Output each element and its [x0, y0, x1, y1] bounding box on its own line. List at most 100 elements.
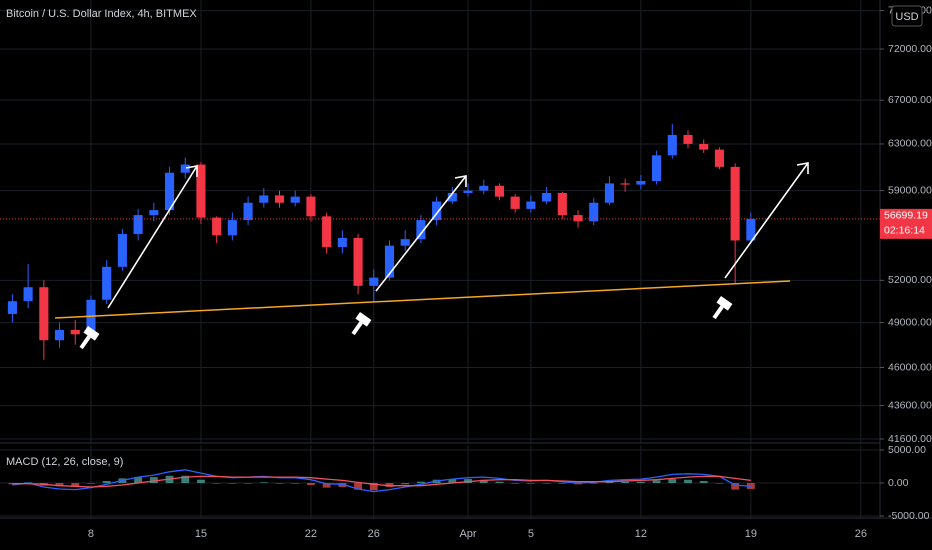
arrows: [107, 162, 809, 309]
macd-histogram-bar: [731, 483, 740, 490]
candle-body: [620, 183, 630, 185]
chart-title: Bitcoin / U.S. Dollar Index, 4h, BITMEX: [6, 8, 197, 20]
trend-line: [54, 280, 791, 319]
candle-body: [447, 192, 457, 202]
candle-body: [636, 181, 646, 185]
candle-body: [746, 218, 756, 241]
macd-line: [12, 475, 751, 488]
marks: [0, 123, 880, 493]
macd-histogram-bar: [416, 481, 425, 484]
candle-body: [7, 301, 17, 314]
candle-body: [526, 201, 536, 209]
candle-body: [133, 215, 143, 235]
candle-body: [290, 196, 300, 203]
macd-histogram-bar: [652, 480, 661, 484]
candle-body: [699, 143, 709, 150]
candle-body: [86, 299, 96, 335]
macd-histogram-bar: [589, 483, 598, 484]
x-tick-label: Apr: [459, 528, 476, 540]
candle-body: [196, 164, 206, 218]
y-tick-label: 63000.00: [888, 138, 932, 150]
candle-body: [353, 237, 363, 286]
macd-histogram-bar: [684, 479, 692, 484]
macd-histogram-bar: [558, 483, 567, 484]
macd-histogram-bar: [197, 479, 205, 484]
macd-histogram-bar: [275, 483, 284, 484]
macd-histogram-bar: [464, 479, 472, 484]
candle-body: [400, 239, 410, 246]
macd-histogram-bar: [87, 483, 95, 484]
y-tick-label: 59000.00: [888, 184, 932, 196]
macd-histogram-bar: [605, 481, 614, 484]
last-price-label: 56699.19: [884, 210, 928, 222]
price-tags: 56699.19 02:16:14: [880, 208, 932, 239]
y-tick-label: 52000.00: [888, 274, 932, 286]
x-tick-label: 19: [745, 528, 757, 540]
candle-body: [432, 201, 442, 221]
candle-body: [306, 196, 316, 217]
candle-body: [54, 329, 65, 341]
candle-body: [322, 216, 332, 247]
macd-line: [12, 469, 751, 493]
candle-body: [274, 195, 285, 203]
candle-body: [337, 237, 347, 247]
macd-histogram-bar: [574, 483, 582, 485]
macd-histogram-bar: [354, 483, 362, 490]
candle-body: [604, 183, 615, 203]
y-tick-label: 0.00: [888, 477, 909, 489]
candle-body: [494, 185, 505, 197]
candle-body: [589, 202, 599, 222]
y-tick-label: 46000.00: [888, 361, 932, 373]
x-tick-label: 5: [528, 528, 534, 540]
currency-label: USD: [895, 11, 918, 23]
candle-body: [180, 164, 190, 173]
macd-histogram-bar: [244, 483, 253, 484]
x-tick-label: 26: [855, 528, 867, 540]
macd-histogram-bar: [495, 481, 504, 484]
macd-histogram-bar: [668, 479, 677, 484]
macd-histogram-bar: [448, 479, 457, 484]
macd-histogram-bar: [259, 482, 268, 484]
macd-histogram-bar: [149, 477, 158, 484]
macd-histogram-bar: [322, 483, 331, 488]
hammer-icons: [79, 296, 733, 350]
macd-histogram-bar: [228, 483, 237, 484]
macd-histogram-bar: [526, 483, 535, 484]
candle-body: [416, 220, 426, 240]
macd-histogram-bar: [479, 479, 488, 484]
macd-histogram-bar: [401, 483, 410, 485]
macd-histogram-bar: [71, 483, 80, 487]
candle-body: [463, 190, 473, 193]
y-tick-label: 49000.00: [888, 316, 932, 328]
candle-body: [23, 287, 33, 302]
macd-title: MACD (12, 26, close, 9): [6, 456, 123, 468]
x-tick-label: 15: [195, 528, 207, 540]
macd-histogram-bar: [369, 483, 378, 491]
candle-body: [479, 185, 489, 191]
candle-body: [102, 266, 112, 300]
x-tick-label: 22: [305, 528, 317, 540]
last-price-box: [880, 208, 932, 239]
y-tick-label: 5000.00: [888, 444, 926, 456]
macd-histogram-bar: [134, 477, 143, 484]
currency-button[interactable]: [891, 5, 923, 27]
x-tick-label: 26: [368, 528, 380, 540]
y-tick-label: 67000.00: [888, 94, 932, 106]
macd-histogram-bar: [291, 483, 300, 484]
countdown-label: 02:16:14: [884, 225, 925, 237]
macd-histogram-bar: [699, 481, 708, 484]
macd-histogram-bar: [212, 483, 221, 484]
candle-body: [149, 210, 159, 216]
x-tick-label: 8: [88, 528, 94, 540]
candle-body: [384, 245, 395, 278]
macd-histogram-bar: [511, 483, 520, 484]
macd-histogram-bar: [55, 483, 64, 487]
macd-histogram-bar: [636, 481, 645, 484]
candle-body: [683, 134, 693, 144]
macd-histogram-bar: [385, 483, 394, 487]
candle-body: [117, 234, 127, 267]
macd-histogram-bar: [621, 481, 630, 484]
candle-body: [243, 202, 253, 221]
candle-body: [259, 195, 269, 203]
